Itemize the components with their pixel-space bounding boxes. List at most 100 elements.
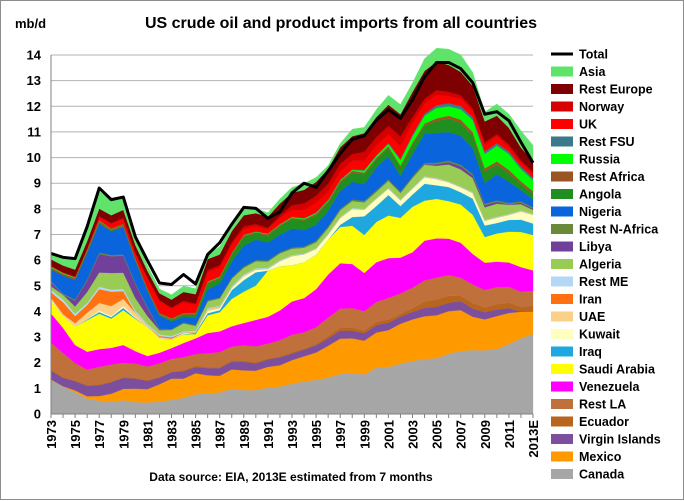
y-tick-label: 10: [27, 150, 41, 165]
legend-label-rest-n-africa: Rest N-Africa: [579, 223, 659, 237]
x-tick-label: 2007: [454, 420, 469, 449]
legend-label-rest-europe: Rest Europe: [579, 83, 653, 97]
y-tick-label: 12: [27, 99, 41, 114]
legend-label-nigeria: Nigeria: [579, 205, 622, 219]
legend-label-russia: Russia: [579, 153, 621, 167]
legend-label-rest-me: Rest ME: [579, 275, 628, 289]
legend-item-libya: Libya: [551, 240, 613, 254]
legend-swatch-virgin-islands: [551, 434, 573, 444]
legend-label-mexico: Mexico: [579, 450, 622, 464]
data-source-note: Data source: EIA, 2013E estimated from 7…: [149, 470, 433, 484]
legend-label-angola: Angola: [579, 188, 622, 202]
legend-label-algeria: Algeria: [579, 258, 622, 272]
legend-item-total: Total: [551, 48, 608, 62]
legend-item-russia: Russia: [551, 153, 621, 167]
legend-swatch-venezuela: [551, 381, 573, 392]
legend-swatch-algeria: [551, 259, 573, 269]
x-tick-label: 1991: [261, 420, 276, 449]
legend-item-kuwait: Kuwait: [551, 328, 621, 342]
legend-item-norway: Norway: [551, 100, 624, 114]
legend-label-venezuela: Venezuela: [579, 380, 640, 394]
legend-item-uk: UK: [551, 118, 597, 132]
chart-title: US crude oil and product imports from al…: [145, 15, 537, 32]
legend-item-rest-me: Rest ME: [551, 275, 628, 289]
axes: [50, 55, 534, 418]
legend-swatch-rest-n-africa: [551, 224, 573, 234]
y-tick-label: 13: [27, 73, 41, 88]
legend-item-saudi-arabia: Saudi Arabia: [551, 363, 656, 377]
x-tick-label: 1995: [309, 420, 324, 449]
legend-swatch-iran: [551, 294, 573, 304]
legend-label-virgin-islands: Virgin Islands: [579, 433, 661, 447]
y-tick-label: 9: [34, 176, 41, 191]
legend-item-rest-n-africa: Rest N-Africa: [551, 223, 659, 237]
legend-label-kuwait: Kuwait: [579, 328, 621, 342]
x-tick-label: 1977: [92, 420, 107, 449]
legend-label-canada: Canada: [579, 468, 625, 482]
x-tick-label: 1975: [68, 420, 83, 449]
legend-swatch-rest-la: [551, 399, 573, 409]
legend-label-asia: Asia: [579, 65, 606, 79]
legend-item-mexico: Mexico: [551, 450, 622, 464]
y-tick-label: 0: [34, 407, 41, 422]
legend-item-asia: Asia: [551, 65, 606, 79]
y-tick-label: 3: [34, 330, 41, 345]
y-axis-unit-label: mb/d: [15, 16, 46, 31]
legend-label-rest-africa: Rest Africa: [579, 170, 646, 184]
legend: Total Asia Rest Europe Norway UK Rest FSU Russ…: [551, 48, 661, 482]
legend-item-virgin-islands: Virgin Islands: [551, 433, 661, 447]
legend-item-iraq: Iraq: [551, 345, 602, 359]
y-tick-label: 7: [34, 227, 41, 242]
legend-label-total: Total: [579, 48, 608, 62]
legend-swatch-angola: [551, 189, 573, 199]
legend-item-nigeria: Nigeria: [551, 205, 622, 219]
y-tick-label: 14: [27, 48, 42, 63]
x-tick-label: 2005: [430, 420, 445, 449]
legend-swatch-libya: [551, 241, 573, 252]
total-line: [50, 60, 535, 286]
legend-item-rest-africa: Rest Africa: [551, 170, 646, 184]
legend-item-uae: UAE: [551, 310, 605, 324]
area-series-group: [50, 47, 534, 415]
x-tick-label: 1985: [189, 420, 204, 449]
legend-swatch-uk: [551, 119, 573, 129]
x-tick-label: 1979: [116, 420, 131, 449]
legend-swatch-russia: [551, 154, 573, 164]
x-tick-label: 1997: [333, 420, 348, 449]
legend-item-algeria: Algeria: [551, 258, 622, 272]
x-tick-label: 1981: [140, 420, 155, 449]
y-tick-label: 8: [34, 201, 41, 216]
x-tick-label: 1999: [357, 420, 372, 449]
legend-label-libya: Libya: [579, 240, 613, 254]
y-tick-label: 5: [34, 278, 41, 293]
legend-swatch-rest-fsu: [551, 136, 573, 147]
legend-item-ecuador: Ecuador: [551, 415, 629, 429]
legend-swatch-asia: [551, 66, 573, 77]
legend-swatch-mexico: [551, 451, 573, 462]
legend-swatch-uae: [551, 311, 573, 322]
x-tick-label: 2003: [406, 420, 421, 449]
legend-swatch-canada: [551, 469, 573, 479]
legend-label-iran: Iran: [579, 293, 602, 307]
x-tick-label: 1983: [165, 420, 180, 449]
legend-item-rest-la: Rest LA: [551, 398, 626, 412]
x-tick-label: 1973: [44, 420, 59, 449]
legend-item-venezuela: Venezuela: [551, 380, 640, 394]
legend-label-uk: UK: [579, 118, 597, 132]
legend-item-iran: Iran: [551, 293, 602, 307]
legend-swatch-saudi-arabia: [551, 364, 573, 374]
legend-swatch-ecuador: [551, 416, 573, 427]
x-tick-label: 2001: [381, 420, 396, 449]
legend-swatch-iraq: [551, 346, 573, 357]
legend-swatch-norway: [551, 101, 573, 112]
legend-item-rest-fsu: Rest FSU: [551, 135, 635, 149]
legend-label-ecuador: Ecuador: [579, 415, 629, 429]
x-tick-label: 1987: [213, 420, 228, 449]
legend-swatch-rest-me: [551, 276, 573, 287]
legend-label-saudi-arabia: Saudi Arabia: [579, 363, 656, 377]
x-tick-label: 1993: [285, 420, 300, 449]
y-tick-label: 4: [34, 304, 42, 319]
